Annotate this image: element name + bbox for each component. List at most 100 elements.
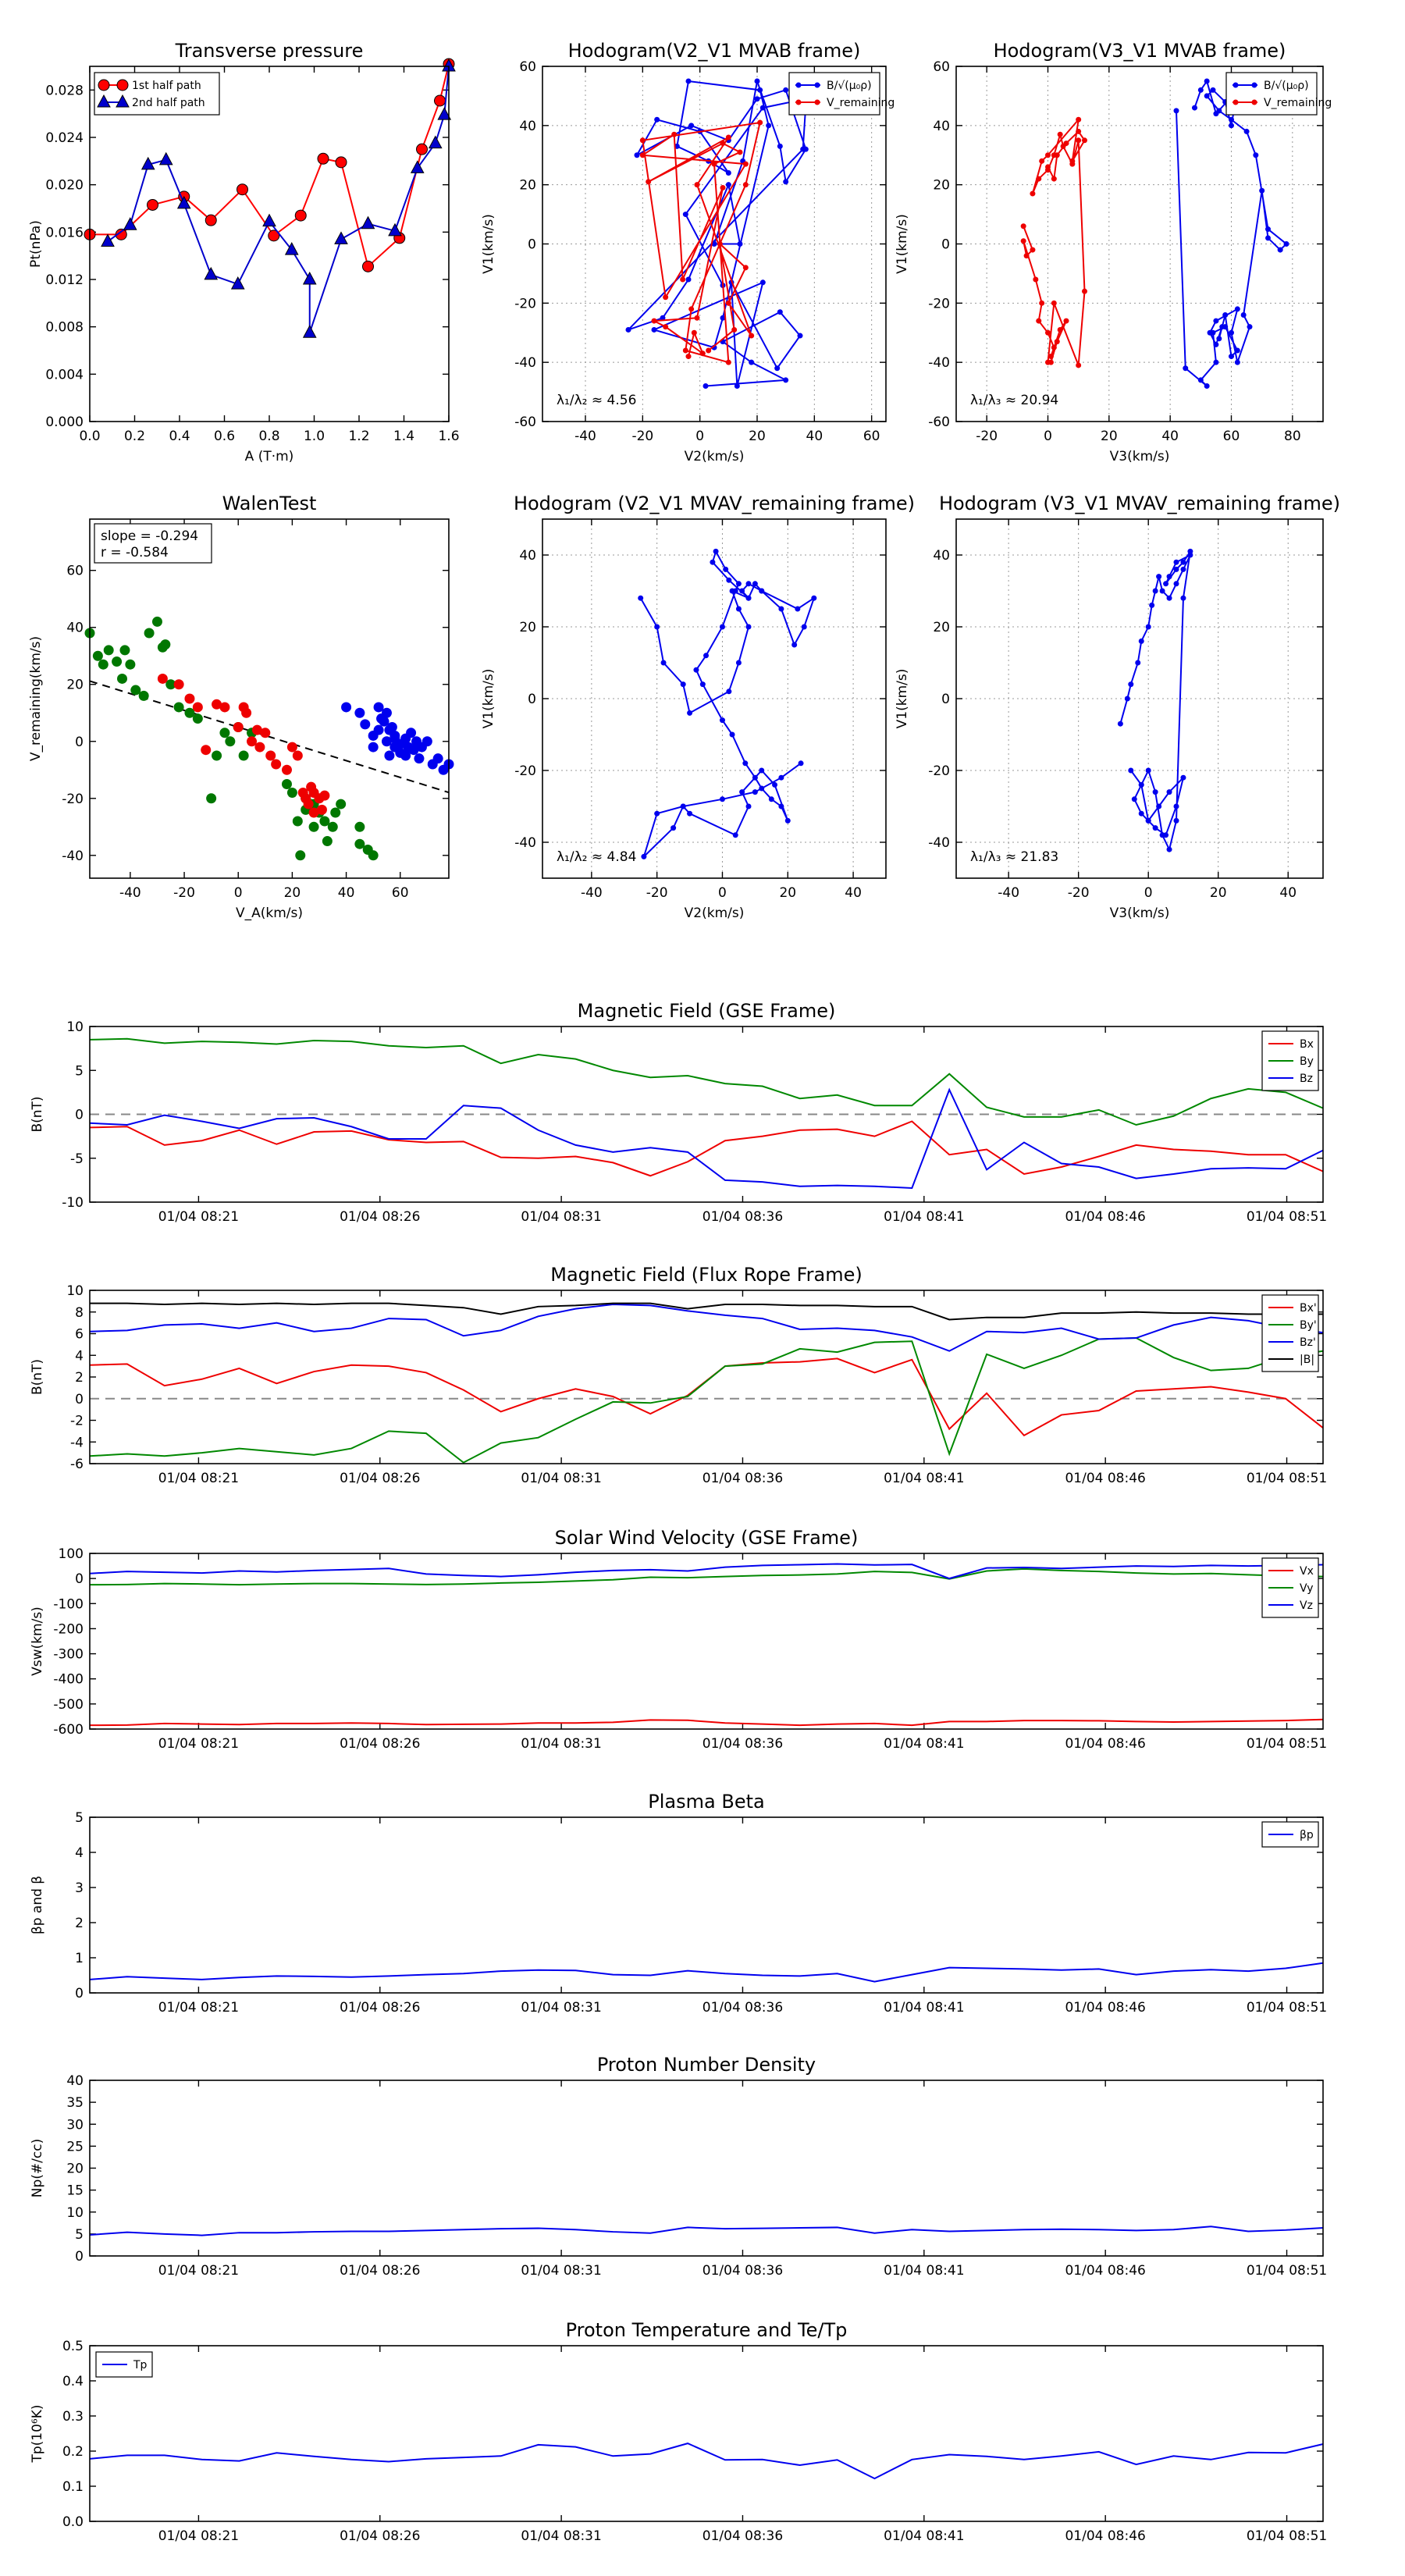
x-tick-label: 01/04 08:51: [1247, 2263, 1327, 2279]
data-point: [176, 195, 191, 209]
x-tick-label: 01/04 08:21: [158, 2000, 239, 2016]
data-point: [230, 276, 245, 290]
plot-frame: [89, 66, 450, 422]
x-tick-label: 01/04 08:26: [340, 2263, 420, 2279]
chart-title: Solar Wind Velocity (GSE Frame): [555, 1527, 859, 1549]
data-point: [98, 659, 108, 670]
data-point: [1020, 238, 1026, 244]
data-point: [752, 774, 758, 781]
x-tick-label: -20: [976, 429, 998, 444]
x-tick-label: 20: [779, 885, 796, 901]
x-tick-label: 01/04 08:51: [1247, 2528, 1327, 2544]
data-point: [777, 143, 783, 149]
data-point: [685, 276, 692, 283]
y-tick-label: 20: [66, 678, 84, 693]
data-point: [212, 699, 222, 710]
data-point: [1023, 253, 1030, 259]
y-tick-label: 0.5: [62, 2339, 84, 2354]
data-point: [295, 850, 306, 861]
x-tick-label: 01/04 08:31: [521, 1209, 601, 1225]
data-point: [1045, 359, 1051, 365]
y-tick-label: -400: [53, 1672, 84, 1688]
y-tick-label: -60: [514, 415, 536, 430]
data-point: [1138, 638, 1144, 644]
legend-label: V_remaining: [827, 97, 895, 109]
data-point: [219, 728, 230, 738]
data-point: [745, 595, 752, 601]
y-tick-label: -20: [514, 763, 536, 779]
legend-marker: [97, 94, 111, 108]
x-tick-label: -20: [631, 429, 653, 444]
series-line-1: [640, 121, 761, 364]
x-tick-label: 01/04 08:41: [884, 2000, 964, 2016]
y-tick-label: 0.008: [45, 320, 84, 336]
legend-marker: [795, 99, 802, 105]
data-point: [706, 347, 712, 354]
data-point: [694, 182, 700, 188]
legend-label: Bx': [1300, 1302, 1317, 1315]
data-point: [1207, 329, 1213, 336]
chart-title: Proton Temperature and Te/Tp: [566, 2319, 848, 2341]
y-tick-label: -40: [514, 355, 536, 371]
data-point: [406, 728, 417, 738]
y-tick-label: 5: [75, 2227, 84, 2243]
data-point: [360, 719, 371, 730]
plot-frame: [89, 2345, 1324, 2522]
data-point: [625, 326, 631, 333]
data-point: [201, 745, 212, 756]
data-point: [1213, 341, 1219, 347]
data-point: [262, 213, 276, 227]
data-point: [335, 156, 347, 169]
x-tick-label: 40: [1161, 429, 1179, 444]
series-line-Tp: [89, 2443, 1324, 2480]
panel-h21: -40 -20 0 20 40 60 -60 -40 -20 0 20 40 60 Hodogram(V2…: [481, 40, 895, 464]
data-point: [725, 170, 731, 176]
data-point: [184, 707, 195, 718]
data-point: [1051, 300, 1057, 306]
data-point: [308, 807, 319, 818]
data-point: [1045, 164, 1051, 170]
y-tick-label: 30: [66, 2117, 84, 2133]
data-point: [639, 137, 646, 144]
y-tick-label: 0: [75, 1392, 84, 1407]
data-point: [734, 383, 740, 389]
x-tick-label: 20: [1101, 429, 1118, 444]
data-point: [1163, 832, 1169, 838]
data-point: [1128, 681, 1134, 688]
data-point: [373, 702, 384, 713]
data-point: [354, 707, 365, 718]
data-point: [286, 742, 297, 753]
x-axis-label: V2(km/s): [685, 449, 745, 464]
data-point: [725, 300, 731, 306]
data-point: [1076, 362, 1082, 368]
data-point: [336, 799, 347, 809]
x-tick-label: 01/04 08:21: [158, 2263, 239, 2279]
data-point: [165, 679, 176, 690]
legend-marker: [1251, 82, 1257, 88]
x-tick-label: 1.6: [438, 429, 459, 444]
y-tick-label: 10: [66, 1019, 84, 1035]
data-point: [1234, 359, 1240, 365]
legend-label: Bx: [1300, 1038, 1314, 1051]
x-tick-label: 01/04 08:41: [884, 2263, 964, 2279]
data-point: [1048, 354, 1054, 360]
data-point: [1135, 660, 1141, 666]
data-point: [699, 681, 706, 688]
y-tick-label: 0.012: [45, 272, 84, 288]
data-point: [286, 787, 297, 798]
data-point: [354, 821, 365, 832]
data-point: [1045, 329, 1051, 336]
data-point: [368, 850, 379, 861]
data-point: [1030, 190, 1036, 197]
x-tick-label: -20: [646, 885, 668, 901]
data-point: [754, 96, 760, 102]
data-point: [759, 279, 766, 286]
y-tick-label: 5: [75, 1810, 84, 1826]
plot-frame: [955, 66, 1324, 422]
data-point: [1173, 817, 1179, 824]
data-point: [725, 182, 731, 188]
data-point: [1152, 789, 1158, 795]
data-point: [798, 760, 804, 767]
data-point: [319, 816, 330, 827]
